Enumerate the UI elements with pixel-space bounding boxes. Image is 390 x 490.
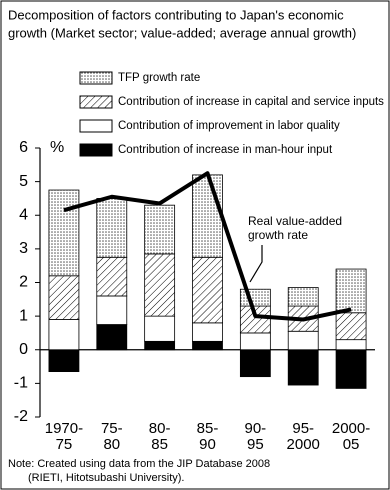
note: (RIETI, Hitotsubashi University). — [28, 472, 184, 484]
annotation: Real value-added — [248, 214, 342, 228]
chart-title: growth (Market sector; value-added; aver… — [8, 25, 356, 40]
y-tick-label: 4 — [19, 206, 28, 223]
legend-swatch — [79, 71, 113, 85]
y-tick-label: 1 — [19, 307, 28, 324]
bar-segment — [48, 189, 80, 277]
x-tick-label: 1970- 75 — [44, 420, 84, 453]
y-tick-label: 3 — [19, 240, 28, 257]
y-tick-label: -1 — [14, 375, 28, 392]
bar-segment — [96, 324, 128, 351]
bar-segment — [287, 330, 319, 351]
growth-line — [63, 171, 352, 322]
legend-swatch — [79, 95, 113, 109]
x-tick-label: 95- 2000 — [286, 420, 320, 453]
bar-segment — [48, 349, 80, 373]
bar-segment — [96, 295, 128, 325]
bar-segment — [96, 256, 128, 297]
bar-segment — [287, 349, 319, 386]
bar-segment — [287, 287, 319, 307]
bar-segment — [335, 349, 367, 389]
legend-label: Contribution of improvement in labor qua… — [118, 120, 340, 132]
y-axis-label: % — [50, 139, 64, 156]
chart-title: Decomposition of factors contributing to… — [8, 7, 344, 22]
bar-segment — [239, 349, 271, 378]
bar-segment — [335, 339, 367, 351]
bar-segment — [48, 319, 80, 351]
bar-segment — [144, 204, 176, 255]
legend-label: Contribution of increase in man-hour inp… — [118, 144, 333, 156]
x-tick-label: 80- 85 — [148, 420, 171, 453]
x-tick-label: 75- 80 — [100, 420, 123, 453]
legend-swatch — [79, 143, 113, 157]
bar-segment — [335, 312, 367, 341]
y-tick-label: 6 — [19, 139, 28, 156]
bar-segment — [144, 253, 176, 317]
bar-segment — [192, 340, 223, 351]
y-tick-label: 0 — [19, 341, 28, 358]
bar-segment — [239, 288, 271, 307]
annotation: growth rate — [248, 228, 308, 242]
legend-label: TFP growth rate — [118, 72, 200, 84]
bar-segment — [239, 332, 271, 351]
x-tick-label: 2000- 05 — [331, 420, 371, 453]
bar-segment — [144, 315, 176, 342]
bar-segment — [144, 340, 176, 351]
y-tick-label: 2 — [19, 274, 28, 291]
bar-segment — [96, 198, 128, 258]
bar-segment — [192, 174, 223, 258]
bar-segment — [192, 256, 223, 324]
legend-swatch — [79, 119, 113, 133]
legend-label: Contribution of increase in capital and … — [118, 96, 384, 108]
note: Note: Created using data from the JIP Da… — [8, 458, 270, 470]
bar-segment — [192, 322, 223, 342]
x-tick-label: 85- 90 — [196, 420, 219, 453]
bar-segment — [335, 268, 367, 314]
y-tick-label: -2 — [14, 408, 28, 425]
bar-segment — [48, 275, 80, 320]
y-tick-label: 5 — [19, 173, 28, 190]
x-tick-label: 90- 95 — [244, 420, 267, 453]
leader-line — [249, 245, 263, 283]
